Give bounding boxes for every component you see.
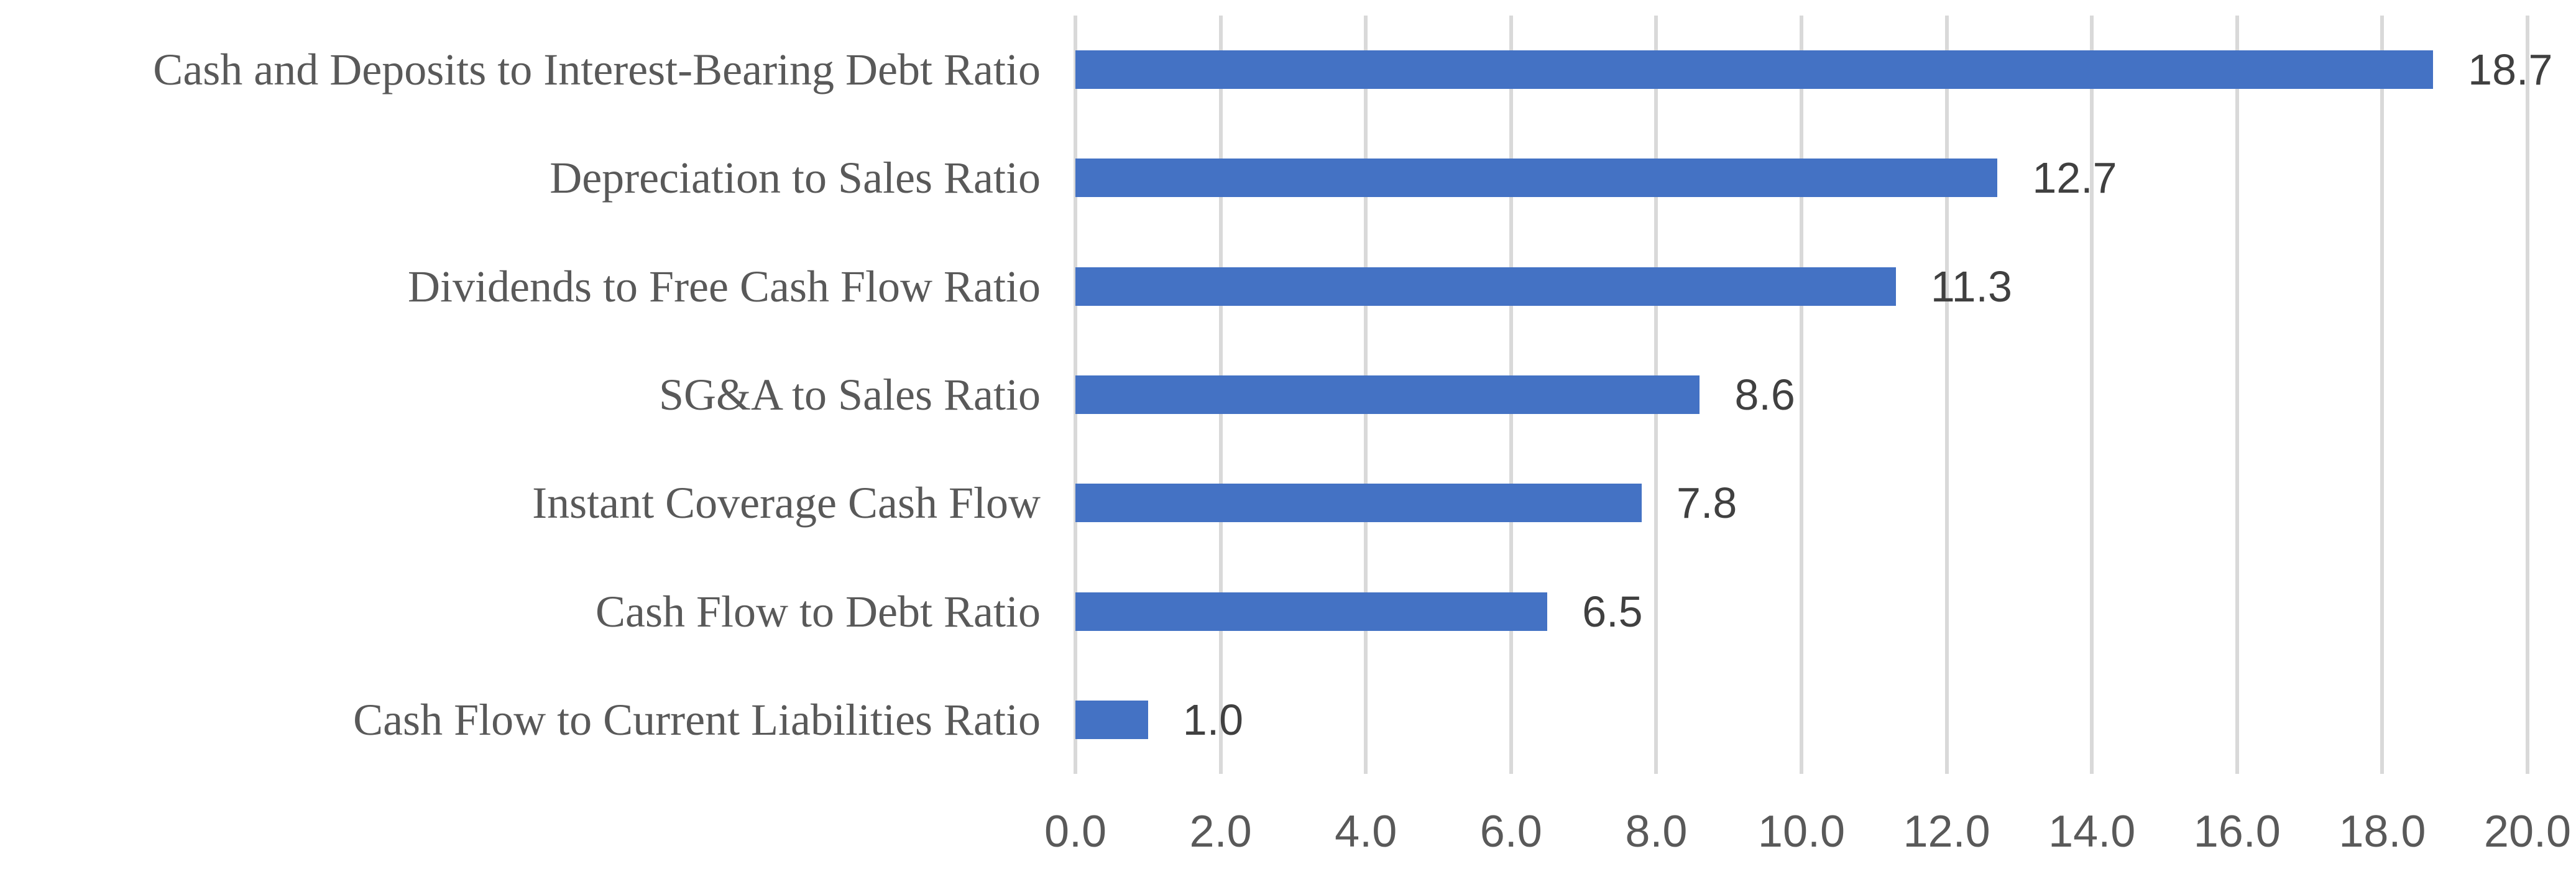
category-label: Cash Flow to Current Liabilities Ratio — [353, 694, 1041, 745]
value-label: 8.6 — [1734, 370, 1795, 419]
x-tick-label: 20.0 — [2483, 807, 2572, 857]
bar — [1075, 159, 1998, 198]
gridline — [2380, 16, 2385, 774]
gridline — [1944, 16, 1949, 774]
value-label: 12.7 — [2032, 154, 2117, 203]
x-tick-label: 4.0 — [1335, 807, 1397, 857]
gridline — [1800, 16, 1803, 774]
x-tick-label: 14.0 — [2048, 807, 2136, 857]
x-tick-label: 0.0 — [1044, 807, 1107, 857]
x-tick-label: 16.0 — [2193, 807, 2281, 857]
category-label: Depreciation to Sales Ratio — [550, 153, 1041, 203]
x-tick-label: 18.0 — [2339, 807, 2426, 857]
bar — [1075, 700, 1148, 739]
category-label: Instant Coverage Cash Flow — [532, 478, 1041, 528]
value-label: 18.7 — [2468, 45, 2553, 94]
value-label: 11.3 — [1930, 262, 2012, 311]
x-tick-label: 8.0 — [1625, 807, 1688, 857]
x-tick-label: 6.0 — [1479, 807, 1542, 857]
value-label: 7.8 — [1677, 479, 1737, 528]
gridline — [2235, 16, 2239, 774]
x-tick-label: 2.0 — [1189, 807, 1252, 857]
gridline — [2090, 16, 2094, 774]
bar — [1075, 484, 1642, 523]
x-tick-label: 12.0 — [1903, 807, 1990, 857]
value-label: 6.5 — [1582, 587, 1643, 636]
bar — [1075, 375, 1700, 414]
value-label: 1.0 — [1182, 695, 1244, 744]
category-label: Cash Flow to Debt Ratio — [596, 586, 1041, 637]
x-tick-label: 10.0 — [1757, 807, 1846, 857]
category-label: Cash and Deposits to Interest-Bearing De… — [153, 45, 1041, 95]
bar — [1075, 592, 1548, 631]
category-label: SG&A to Sales Ratio — [658, 370, 1041, 420]
category-label: Dividends to Free Cash Flow Ratio — [408, 261, 1041, 311]
gridline — [2526, 16, 2529, 774]
bar — [1075, 267, 1896, 306]
bar — [1075, 50, 2434, 90]
